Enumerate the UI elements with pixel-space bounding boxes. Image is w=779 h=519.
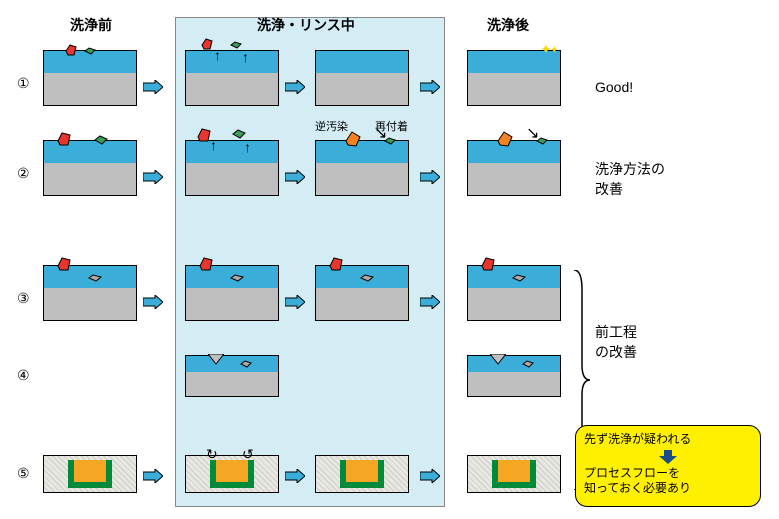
- result-text-1: Good!: [595, 78, 633, 98]
- result-text-2: 洗浄方法の 改善: [595, 160, 665, 199]
- arrow-icon: [420, 295, 440, 309]
- arrow-icon: [420, 80, 440, 94]
- wafer-box: [467, 265, 561, 321]
- wafer-box-notch: [467, 355, 561, 397]
- row-number-2: ②: [17, 165, 30, 182]
- callout-box: 先ず洗浄が疑われる プロセスフローを 知っておく必要あり: [575, 425, 761, 507]
- down-arrow-icon: [659, 450, 677, 464]
- wafer-box: [43, 265, 137, 321]
- row-number-1: ①: [17, 75, 30, 92]
- annotation-reverse: 逆汚染: [315, 118, 348, 134]
- arrow-icon: [285, 80, 305, 94]
- sparkle-icon: ✦: [550, 45, 558, 56]
- wafer-box: ↑↑: [185, 50, 279, 106]
- arrow-icon: [143, 80, 163, 94]
- wafer-box: ↑↑: [185, 140, 279, 196]
- result-text-34: 前工程 の改善: [595, 323, 637, 362]
- header-after: 洗浄後: [487, 15, 529, 35]
- wafer-box: ✦ ✦: [467, 50, 561, 106]
- wafer-box: [43, 50, 137, 106]
- callout-line1: 先ず洗浄が疑われる: [584, 432, 691, 446]
- callout-line2: プロセスフローを 知っておく必要あり: [584, 466, 691, 496]
- wafer-box: [315, 50, 409, 106]
- row-number-3: ③: [17, 290, 30, 307]
- trench-box: ↻↺: [185, 455, 279, 493]
- arrow-icon: [420, 469, 440, 483]
- wafer-box: [185, 265, 279, 321]
- arrow-icon: [285, 295, 305, 309]
- trench-box: [315, 455, 409, 493]
- arrow-icon: [143, 295, 163, 309]
- trench-box: [467, 455, 561, 493]
- wafer-box-notch: [185, 355, 279, 397]
- arrow-icon: [420, 170, 440, 184]
- trench-box: [43, 455, 137, 493]
- row-number-5: ⑤: [17, 465, 30, 482]
- wafer-box: [315, 265, 409, 321]
- arrow-icon: [285, 170, 305, 184]
- wafer-box: [43, 140, 137, 196]
- header-during: 洗浄・リンス中: [257, 15, 355, 35]
- header-before: 洗浄前: [70, 15, 112, 35]
- annotation-readhere: 再付着: [375, 118, 408, 134]
- arrow-icon: [143, 469, 163, 483]
- arrow-icon: [143, 170, 163, 184]
- wafer-box: ↘: [315, 140, 409, 196]
- wafer-box: ↘: [467, 140, 561, 196]
- arrow-icon: [285, 469, 305, 483]
- row-number-4: ④: [17, 367, 30, 384]
